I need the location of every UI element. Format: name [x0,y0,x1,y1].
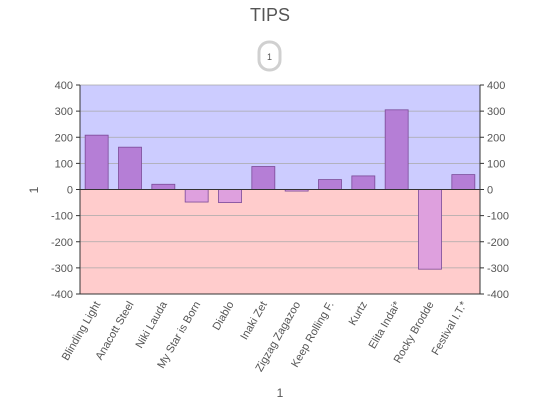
category-label: Inaki Zet [238,300,269,343]
legend-badge[interactable] [257,40,282,72]
left-tick-label: -200 [51,237,73,249]
right-tick-label: 400 [487,80,505,92]
legend[interactable]: 1 [257,40,282,72]
left-tick-label: 300 [55,106,73,118]
left-tick-label: -400 [51,289,73,301]
axes [79,85,481,295]
bar [451,174,476,190]
right-tick-label: 0 [487,185,493,197]
right-tick-label: 300 [487,106,505,118]
category-label: Elita Indai* [367,299,404,351]
category-label: Diablo [211,300,237,333]
left-tick-label: -100 [51,211,73,223]
left-tick-label: -300 [51,263,73,275]
bar [251,166,276,190]
chart-title: TIPS [250,5,290,25]
right-tick-label: -100 [487,211,509,223]
bar [384,109,409,190]
category-label: Festival I.T.* [430,299,471,358]
category-label: Kurtz [347,300,370,328]
left-tick-label: 200 [55,132,73,144]
bar [184,189,209,203]
bar [351,175,376,190]
left-tick-label: 0 [67,185,73,197]
right-tick-label: -400 [487,289,509,301]
bar [151,183,176,190]
bar [218,189,242,203]
y-axis-label: 1 [27,186,41,193]
right-tick-label: -300 [487,263,509,275]
right-tick-label: -200 [487,237,509,249]
left-tick-label: 100 [55,158,73,170]
bar [318,179,342,190]
category-label: Niki Lauda [134,299,171,351]
bar [118,146,142,190]
right-tick-label: 100 [487,158,505,170]
legend-badge-label: 1 [267,52,272,62]
bar [418,189,442,270]
x-axis-label: 1 [277,386,284,400]
left-tick-labels: 400 300 200 100 0 -100 -200 -300 -400 [51,80,73,301]
right-tick-labels: 400 300 200 100 0 -100 -200 -300 -400 [487,80,509,301]
right-tick-label: 200 [487,132,505,144]
bar [84,134,109,190]
left-tick-label: 400 [55,80,73,92]
